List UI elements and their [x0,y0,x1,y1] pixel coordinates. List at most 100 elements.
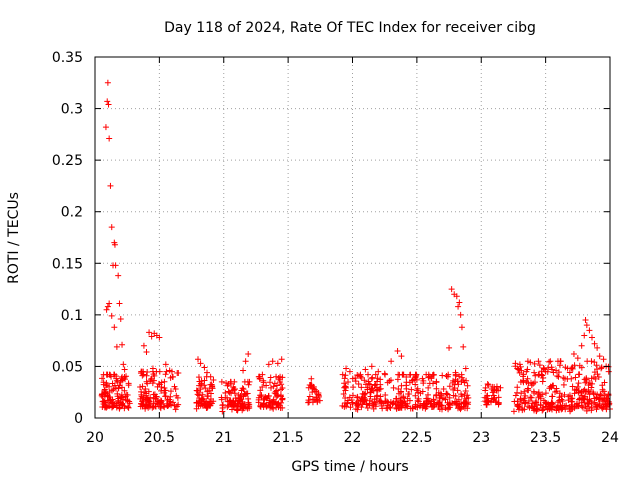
data-point [394,347,401,354]
data-point [197,386,204,393]
data-point [562,406,569,413]
data-point [555,369,562,376]
data-point [446,383,453,390]
data-point [363,401,370,408]
data-point [171,402,178,409]
data-point [386,378,393,385]
y-tick-label: 0.3 [61,102,83,118]
data-point [382,392,389,399]
data-point [446,394,453,401]
data-point [385,399,392,406]
data-point [349,375,356,382]
data-point [241,378,248,385]
data-point [384,402,391,409]
data-point [345,379,352,386]
data-point [398,398,405,405]
data-point [517,379,524,386]
data-point [414,385,421,392]
x-tick-label: 22.5 [401,430,432,446]
axes-layer: 20 20.5 21 21.5 22 22.5 23 23.5 24 0 0.05 0.1 0.15 0.… [52,50,619,446]
data-point [102,402,109,409]
data-point [571,403,578,410]
data-point [361,377,368,384]
data-point [158,398,165,405]
data-point [530,388,537,395]
data-point [106,135,113,142]
data-point [377,376,384,383]
data-point [561,391,568,398]
data-point [591,359,598,366]
data-point [398,382,405,389]
data-point [433,378,440,385]
x-tick-label: 23.5 [530,430,561,446]
data-point [102,388,109,395]
data-point [412,373,419,380]
data-point [593,362,600,369]
data-point [553,385,560,392]
data-point [560,381,567,388]
data-point [147,394,154,401]
data-point [583,375,590,382]
data-point [497,384,504,391]
data-point [438,402,445,409]
data-point [111,241,118,248]
data-point [373,387,380,394]
data-point [175,401,182,408]
data-point [343,365,350,372]
data-point [434,399,441,406]
data-point [438,392,445,399]
data-point [484,380,491,387]
data-point [156,368,163,375]
data-point [450,392,457,399]
data-point [120,361,127,368]
data-point [570,351,577,358]
data-point [548,384,555,391]
data-point [368,363,375,370]
x-tick-label: 20.5 [144,430,175,446]
data-point [117,315,124,322]
data-point [405,390,412,397]
data-point [346,368,353,375]
data-point [106,300,113,307]
data-point [266,379,273,386]
data-point [539,404,546,411]
data-point [514,384,521,391]
data-point [565,397,572,404]
data-point [359,396,366,403]
data-point [267,404,274,411]
data-point [463,395,470,402]
data-point [600,403,607,410]
data-point [108,404,115,411]
data-point [279,404,286,411]
data-point [362,381,369,388]
data-point [560,374,567,381]
data-point [140,368,147,375]
data-point [548,400,555,407]
y-tick-label: 0.2 [61,205,83,221]
x-tick-label: 20 [86,430,104,446]
data-point [174,369,181,376]
data-point [199,391,206,398]
data-point [137,403,144,410]
data-point [376,386,383,393]
data-point [269,358,276,365]
data-point [275,374,282,381]
data-point [514,389,521,396]
data-point [109,387,116,394]
data-point [558,393,565,400]
data-point [104,382,111,389]
data-point [342,372,349,379]
data-point [443,373,450,380]
data-point [600,356,607,363]
data-point [275,404,282,411]
data-point [112,262,119,269]
data-point [105,101,112,108]
data-point [113,343,120,350]
data-point [152,403,159,410]
data-point [568,401,575,408]
data-point [355,381,362,388]
data-point [417,390,424,397]
data-point [352,405,359,412]
x-tick-label: 23 [472,430,490,446]
data-point [162,393,169,400]
